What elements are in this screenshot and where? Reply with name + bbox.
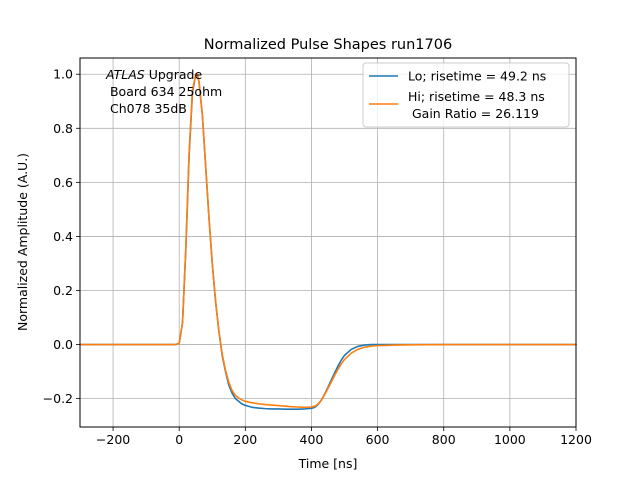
chart-title: Normalized Pulse Shapes run1706	[204, 37, 452, 53]
x-tick-label: 600	[366, 432, 390, 447]
x-axis-label: Time [ns]	[298, 456, 358, 471]
ticks: −200 0 200 400 600 800 1000 1200 −0.2 0.0 0.2 0.4 0.…	[43, 67, 592, 447]
y-tick-label: 0.2	[53, 283, 73, 298]
x-tick-label: 1000	[494, 432, 526, 447]
annotation-line-3: Ch078 35dB	[106, 101, 187, 116]
plot-frame	[79, 57, 577, 428]
x-tick-label: 800	[432, 432, 456, 447]
y-tick-label: 0.8	[53, 121, 73, 136]
x-tick-label: 0	[175, 432, 183, 447]
y-tick-label: 0.6	[53, 175, 73, 190]
annotation-upgrade: Upgrade	[145, 67, 203, 82]
x-tick-label: 1200	[560, 432, 592, 447]
series-layer	[79, 73, 577, 410]
y-tick-label: 0.4	[53, 229, 73, 244]
annotation-line-1: ATLAS Upgrade	[105, 67, 202, 82]
legend: Lo; risetime = 49.2 ns Hi; risetime = 48…	[362, 62, 570, 128]
legend-label-hi: Hi; risetime = 48.3 ns	[408, 89, 545, 104]
series-line-hi	[79, 73, 577, 409]
annotation: ATLAS Upgrade Board 634 25ohm Ch078 35dB	[105, 67, 222, 116]
x-tick-label: 200	[233, 432, 257, 447]
x-tick-label: −200	[96, 432, 130, 447]
y-tick-label: 1.0	[53, 67, 73, 82]
y-tick-label: 0.0	[53, 337, 73, 352]
annotation-line-2: Board 634 25ohm	[106, 84, 222, 99]
legend-label-lo: Lo; risetime = 49.2 ns	[408, 69, 546, 84]
x-tick-label: 400	[300, 432, 324, 447]
legend-label-gain-ratio: Gain Ratio = 26.119	[408, 106, 539, 121]
legend-box	[362, 62, 570, 128]
y-axis-label: Normalized Amplitude (A.U.)	[15, 153, 30, 331]
annotation-atlas: ATLAS	[105, 67, 145, 82]
y-tick-label: −0.2	[43, 391, 73, 406]
